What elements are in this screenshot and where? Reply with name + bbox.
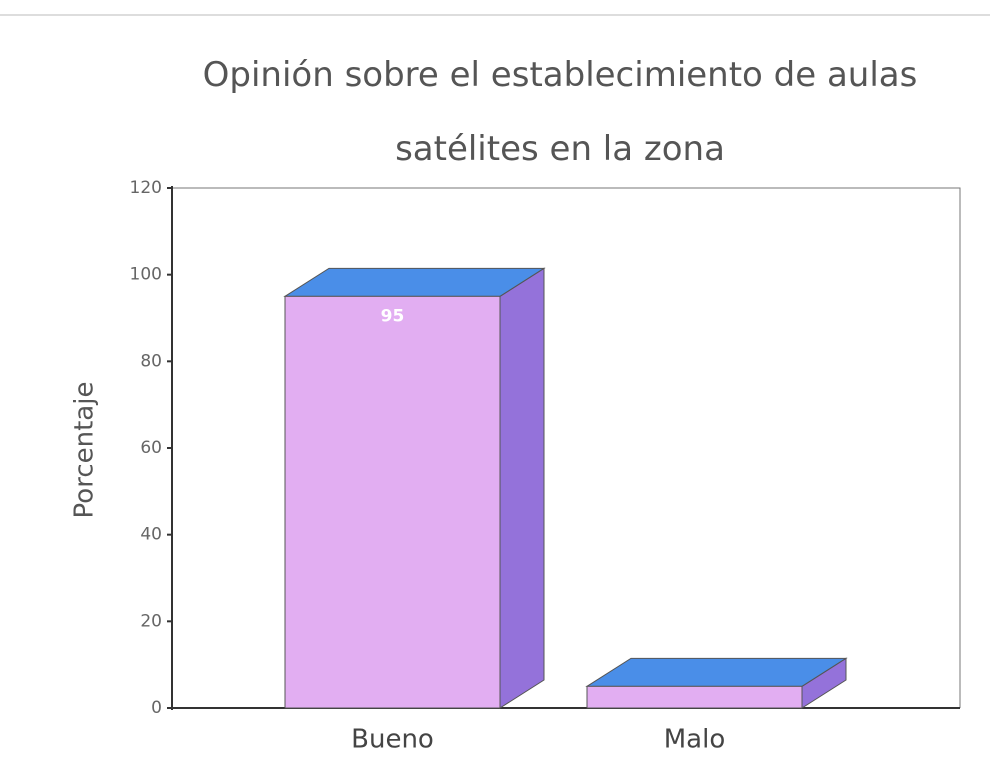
plot-frame bbox=[172, 187, 961, 708]
y-tick-label: 0 bbox=[151, 698, 162, 718]
y-tick-label: 40 bbox=[140, 525, 162, 545]
y-tick-label: 20 bbox=[140, 611, 162, 631]
value-label: 95 bbox=[381, 306, 405, 326]
bar bbox=[284, 295, 501, 709]
bar bbox=[586, 685, 803, 709]
bar-top bbox=[283, 267, 546, 297]
x-tick-label: Bueno bbox=[351, 725, 434, 755]
y-tick-label: 80 bbox=[140, 351, 162, 371]
y-tick-label: 100 bbox=[130, 265, 162, 285]
chart-title: Opinión sobre el establecimiento de aula… bbox=[202, 55, 918, 169]
y-tick-label: 120 bbox=[130, 178, 162, 198]
bar-top bbox=[585, 657, 848, 687]
x-tick-label: Malo bbox=[664, 725, 726, 755]
y-tick-label: 60 bbox=[140, 438, 162, 458]
bar-side bbox=[499, 267, 545, 709]
y-axis-label: Porcentaje bbox=[70, 382, 100, 519]
